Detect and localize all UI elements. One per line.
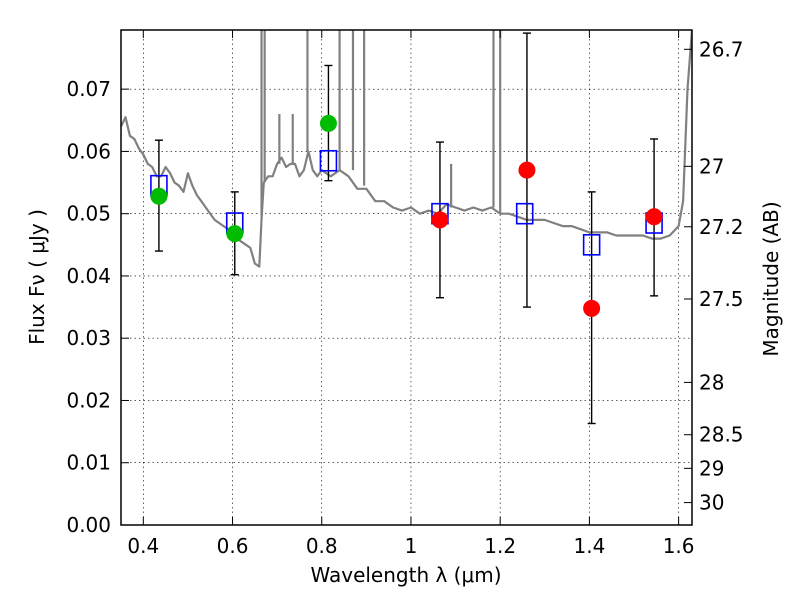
- y-tick-label: 0.01: [66, 451, 111, 475]
- x-tick-label: 0.8: [306, 534, 338, 558]
- x-axis-title: Wavelength λ (μm): [310, 563, 501, 587]
- y-tick-label: 0.02: [66, 388, 111, 412]
- y-tick-label: 0.03: [66, 326, 111, 350]
- right-tick-label: 30: [699, 491, 724, 515]
- right-tick-label: 26.7: [699, 37, 744, 61]
- y-tick-label: 0.05: [66, 202, 111, 226]
- right-tick-label: 28.5: [699, 423, 744, 447]
- x-tick-label: 1: [405, 534, 418, 558]
- right-tick-label: 27.5: [699, 287, 744, 311]
- y-tick-label: 0.07: [66, 77, 111, 101]
- observed-point-green: [150, 187, 168, 205]
- right-tick-label: 27: [699, 154, 724, 178]
- observed-point-green: [319, 114, 337, 132]
- observed-point-red: [645, 208, 663, 226]
- model-photometry-square: [515, 202, 534, 225]
- right-axis-title: Magnitude (AB): [759, 201, 783, 356]
- x-tick-label: 0.6: [217, 534, 249, 558]
- right-tick-label: 28: [699, 370, 724, 394]
- right-tick-label: 29: [699, 456, 724, 480]
- x-tick-label: 0.4: [127, 534, 159, 558]
- model-photometry-square: [319, 149, 338, 172]
- data-markers: [150, 114, 663, 317]
- y-tick-label: 0.00: [66, 513, 111, 537]
- model-photometry-square: [582, 234, 601, 256]
- y-tick-label: 0.06: [66, 139, 111, 163]
- observed-point-red: [431, 211, 449, 229]
- y-axis-title: Flux Fν ( μJy ): [25, 209, 49, 345]
- plot-frame: [120, 29, 693, 526]
- x-tick-label: 1.4: [573, 534, 605, 558]
- model-spectrum: [121, 30, 692, 268]
- x-tick-label: 1.2: [484, 534, 516, 558]
- right-tick-label: 27.2: [699, 215, 744, 239]
- observed-point-red: [583, 299, 601, 317]
- tick-labels: 0.4 0.6 0.8 1 1.2 1.4 1.6 0.00 0.01 0.02 0.03 0.04 0…: [66, 37, 743, 558]
- observed-point-green: [226, 225, 244, 243]
- y-tick-label: 0.04: [66, 264, 111, 288]
- axis-ticks: [121, 30, 692, 526]
- spectrum-line: [121, 30, 692, 268]
- grid: [121, 30, 692, 525]
- x-tick-label: 1.6: [663, 534, 695, 558]
- observed-point-red: [518, 161, 536, 179]
